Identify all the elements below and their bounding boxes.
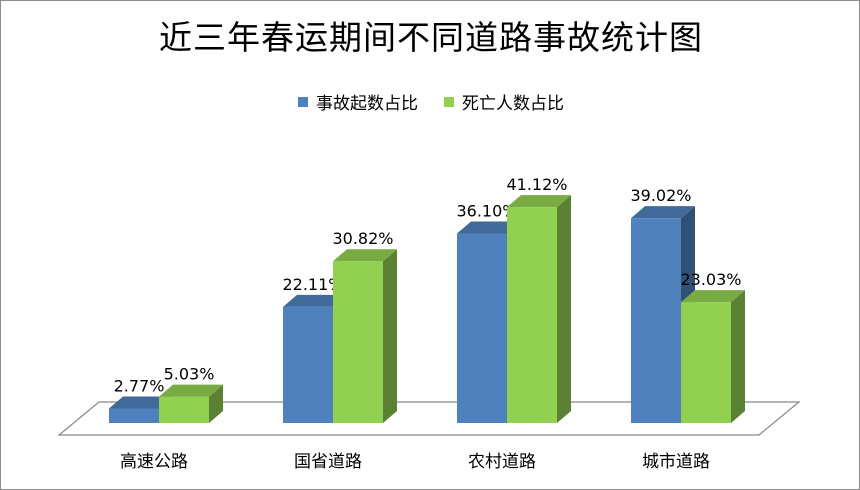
bar-s2-4-top (681, 290, 745, 303)
bar-s1-1 (109, 408, 159, 423)
bar-s2-3 (507, 207, 557, 423)
category-label-4: 城市道路 (642, 452, 710, 472)
bar-s2-2 (333, 261, 383, 423)
data-label-s1-2: 22.11% (282, 275, 343, 294)
bar-s2-2-top (333, 249, 397, 262)
data-label-s1-3: 36.10% (456, 201, 517, 220)
legend-item-series-2: 死亡人数占比 (444, 89, 564, 114)
bar-s1-2 (283, 306, 333, 423)
bar-s1-4-top (631, 206, 695, 219)
data-label-s2-2: 30.82% (332, 229, 393, 248)
category-label-2: 国省道路 (294, 452, 362, 472)
legend-label-series-1: 事故起数占比 (316, 94, 418, 114)
bar-s2-3-top (507, 195, 571, 208)
legend-swatch-series-2 (444, 96, 454, 107)
category-label-1: 高速公路 (120, 452, 188, 472)
bar-s2-1 (159, 396, 209, 423)
bar-s2-4 (681, 302, 731, 423)
bar-s1-3-top (457, 221, 521, 234)
data-label-s2-1: 5.03% (164, 365, 215, 384)
data-label-s2-4: 23.03% (680, 270, 741, 289)
data-label-s1-4: 39.02% (630, 186, 691, 205)
legend-label-series-2: 死亡人数占比 (462, 94, 564, 114)
bar-s1-3 (457, 233, 507, 423)
chart-title: 近三年春运期间不同道路事故统计图 (159, 18, 703, 57)
bar-s1-4 (631, 218, 681, 423)
bar-s1-2-top (283, 294, 347, 307)
bar-s2-3-side (557, 195, 571, 423)
bar-s2-1-top (159, 384, 223, 397)
data-label-s2-3: 41.12% (506, 175, 567, 194)
legend-swatch-series-1 (298, 96, 308, 107)
category-label-3: 农村道路 (468, 452, 536, 472)
legend: 事故起数占比 死亡人数占比 (1, 89, 859, 114)
floor-plane (57, 401, 801, 436)
legend-item-series-1: 事故起数占比 (298, 89, 418, 114)
bar-s2-1-side (209, 384, 223, 423)
data-label-s1-1: 2.77% (114, 376, 165, 395)
bar-s2-4-side (731, 290, 745, 423)
bar-s1-1-top (109, 396, 173, 409)
bar-s2-2-side (383, 249, 397, 423)
